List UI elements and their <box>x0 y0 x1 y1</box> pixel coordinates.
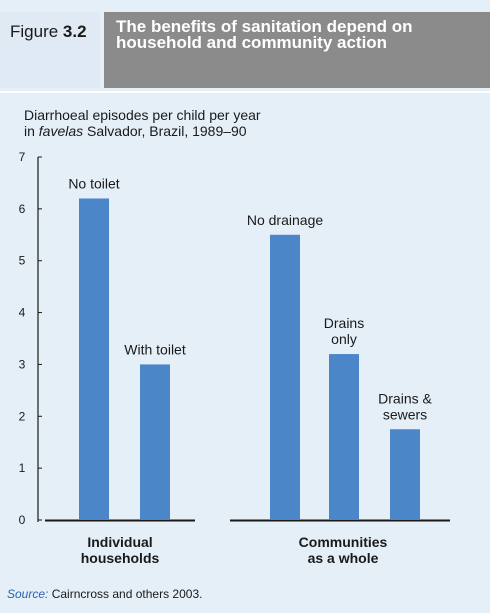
group-label: households <box>81 550 160 566</box>
bar <box>79 198 109 520</box>
figure-header: Figure 3.2 The benefits of sanitation de… <box>0 0 490 88</box>
group-label: as a whole <box>308 550 379 566</box>
figure-title-box: The benefits of sanitation depend on hou… <box>104 12 490 88</box>
figure-label-prefix: Figure <box>10 22 59 41</box>
bar-label: No toilet <box>68 175 119 191</box>
bar <box>329 354 359 520</box>
bar-label: Drains <box>324 315 364 331</box>
figure-label: Figure 3.2 <box>0 12 100 88</box>
bar-label: only <box>331 331 357 347</box>
bar-label: With toilet <box>124 341 186 357</box>
y-tick-label: 2 <box>19 409 26 423</box>
subtitle-line-2: in favelas Salvador, Brazil, 1989–90 <box>24 123 247 139</box>
y-tick-label: 0 <box>19 513 26 527</box>
figure-label-number: 3.2 <box>62 22 87 41</box>
y-tick-label: 7 <box>19 150 26 164</box>
header-divider <box>0 91 490 93</box>
source-prefix: Source: <box>7 587 49 601</box>
bar <box>270 234 300 521</box>
source-note: Source: Cairncross and others 2003. <box>7 587 202 601</box>
y-tick-label: 3 <box>19 357 26 371</box>
chart-subtitle: Diarrhoeal episodes per child per year i… <box>24 107 464 139</box>
bar <box>140 364 170 520</box>
figure-title: The benefits of sanitation depend on hou… <box>116 17 413 52</box>
y-tick-label: 6 <box>19 202 26 216</box>
y-tick-label: 5 <box>19 254 26 268</box>
group-label: Communities <box>299 534 388 550</box>
bar-label: Drains & <box>378 390 432 406</box>
bar-label: No drainage <box>247 212 323 228</box>
subtitle-italic: favelas <box>38 123 84 139</box>
group-label: Individual <box>87 534 152 550</box>
y-tick-label: 4 <box>19 306 26 320</box>
subtitle-line-1: Diarrhoeal episodes per child per year <box>24 107 261 123</box>
bar <box>390 429 420 520</box>
source-text: Cairncross and others 2003. <box>51 587 203 601</box>
y-tick-label: 1 <box>19 461 26 475</box>
bar-label: sewers <box>383 406 427 422</box>
